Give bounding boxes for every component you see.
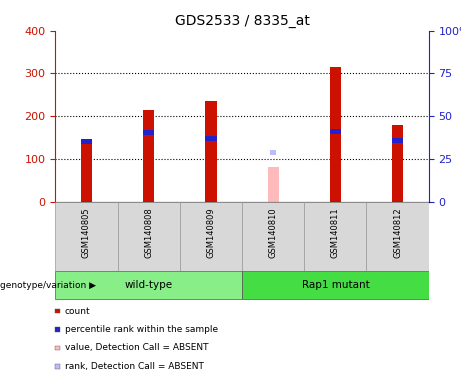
Bar (55, 202, 118, 271)
Bar (330, 67, 341, 202)
Bar (330, 129, 341, 134)
Text: GSM140811: GSM140811 (331, 207, 340, 258)
Bar (118, 202, 180, 271)
Bar (267, 167, 279, 202)
Text: value, Detection Call = ABSENT: value, Detection Call = ABSENT (65, 343, 208, 353)
Bar (55, 271, 242, 299)
Bar (242, 271, 429, 299)
Bar (366, 202, 429, 271)
Text: GSM140809: GSM140809 (207, 207, 215, 258)
Text: genotype/variation ▶: genotype/variation ▶ (0, 281, 96, 290)
Bar (392, 125, 403, 202)
Bar (270, 150, 276, 155)
Bar (205, 101, 217, 202)
Title: GDS2533 / 8335_at: GDS2533 / 8335_at (175, 14, 309, 28)
Text: percentile rank within the sample: percentile rank within the sample (65, 325, 218, 334)
Bar (242, 202, 304, 271)
Text: wild-type: wild-type (124, 280, 173, 290)
Text: rank, Detection Call = ABSENT: rank, Detection Call = ABSENT (65, 362, 203, 371)
Bar (143, 130, 154, 135)
Text: GSM140808: GSM140808 (144, 207, 153, 258)
Bar (81, 142, 92, 202)
Bar (81, 139, 92, 144)
Text: GSM140810: GSM140810 (269, 207, 278, 258)
Bar (392, 138, 403, 143)
Text: GSM140805: GSM140805 (82, 207, 91, 258)
Text: Rap1 mutant: Rap1 mutant (301, 280, 369, 290)
Bar (304, 202, 366, 271)
Bar (143, 110, 154, 202)
Text: count: count (65, 306, 90, 316)
Bar (180, 202, 242, 271)
Bar (205, 136, 217, 141)
Text: GSM140812: GSM140812 (393, 207, 402, 258)
